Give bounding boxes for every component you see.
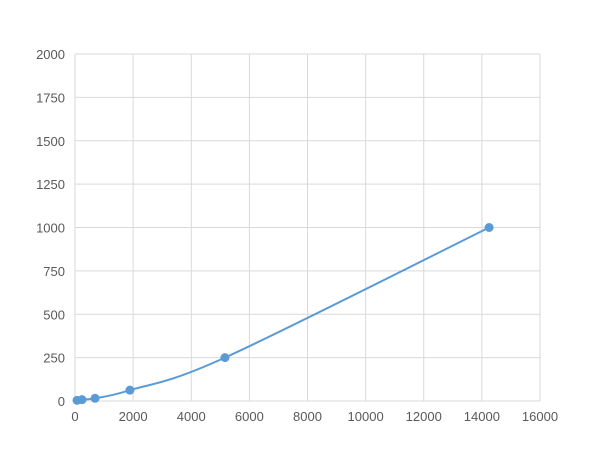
y-tick-label: 1250: [36, 177, 65, 192]
y-tick-label: 750: [43, 264, 65, 279]
x-tick-label: 4000: [177, 409, 206, 424]
x-tick-label: 16000: [522, 409, 558, 424]
grid: [74, 53, 541, 402]
x-axis-ticks: 0 2000 4000 6000 8000 10000 12000 14000 16000: [71, 409, 558, 424]
series: [72, 223, 494, 405]
x-tick-label: 2000: [119, 409, 148, 424]
data-point: [484, 223, 494, 232]
y-tick-label: 1500: [36, 134, 65, 149]
y-tick-label: 1750: [36, 90, 65, 105]
y-axis-ticks: 0 250 500 750 1000 1250 1500 1750 2000: [36, 47, 65, 409]
data-point: [220, 353, 230, 363]
y-tick-label: 0: [58, 394, 65, 409]
data-point: [77, 395, 87, 405]
x-tick-label: 12000: [406, 409, 442, 424]
y-tick-label: 500: [43, 307, 65, 322]
data-point: [90, 393, 100, 403]
x-tick-label: 10000: [348, 409, 384, 424]
y-tick-label: 1000: [36, 221, 65, 236]
y-tick-label: 250: [43, 351, 65, 366]
data-point: [125, 385, 135, 395]
x-tick-label: 8000: [293, 409, 322, 424]
x-tick-label: 14000: [464, 409, 500, 424]
x-tick-label: 0: [71, 409, 78, 424]
x-tick-label: 6000: [235, 409, 264, 424]
y-tick-label: 2000: [36, 47, 65, 62]
